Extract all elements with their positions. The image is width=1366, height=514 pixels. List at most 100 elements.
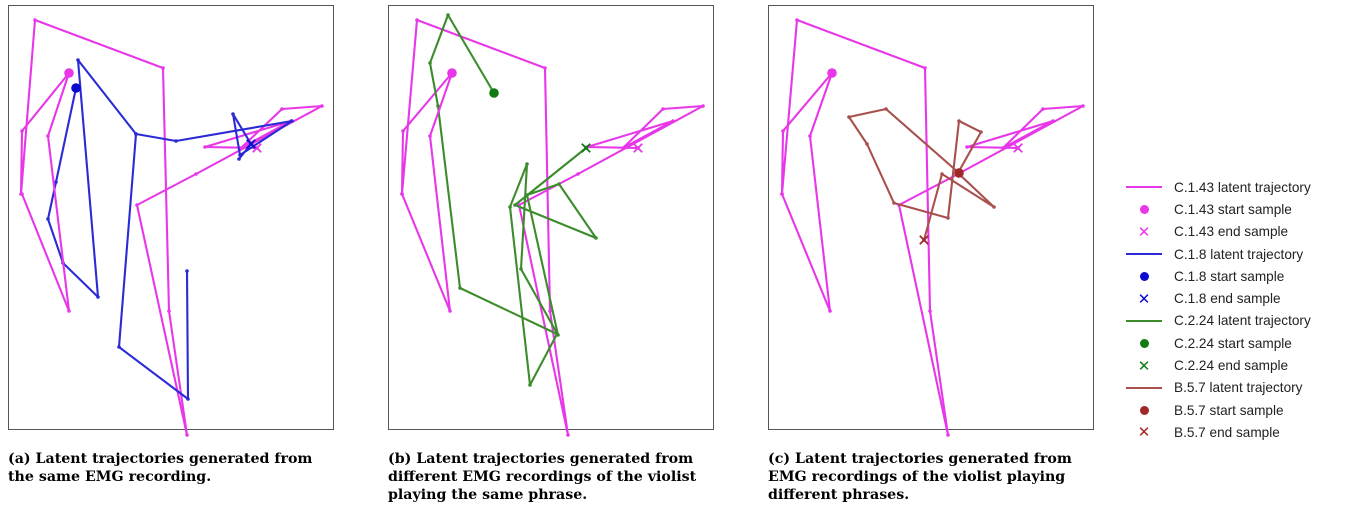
panel-b-plot bbox=[388, 5, 714, 437]
trajectory-C-1-43-point bbox=[548, 309, 552, 313]
legend-marker bbox=[1124, 269, 1164, 283]
trajectory-C-1-43-point bbox=[923, 66, 927, 70]
legend-marker: ✕ bbox=[1124, 423, 1164, 442]
legend-x-swatch: ✕ bbox=[1137, 356, 1151, 375]
trajectory-C-1-43-point bbox=[701, 104, 705, 108]
trajectory-C-1-43-line bbox=[401, 72, 453, 313]
legend-label: C.1.8 latent trajectory bbox=[1174, 246, 1304, 262]
legend-entry: B.5.7 latent trajectory bbox=[1124, 377, 1311, 399]
trajectory-C-1-43-point bbox=[828, 309, 832, 313]
trajectory-B-5-7-point bbox=[957, 119, 961, 123]
trajectory-C-2-24-point bbox=[525, 162, 529, 166]
trajectory-C-1-8-point bbox=[54, 180, 58, 184]
legend-marker: ✕ bbox=[1124, 224, 1164, 239]
legend-line-swatch bbox=[1126, 253, 1162, 256]
trajectory-C-2-24-point bbox=[556, 333, 560, 337]
trajectory-C-1-8-point bbox=[96, 295, 100, 299]
trajectory-C-1-43-point bbox=[320, 104, 324, 108]
trajectory-C-2-24-point bbox=[557, 182, 561, 186]
trajectory-C-2-24-point bbox=[519, 267, 523, 271]
trajectory-C-1-43-point bbox=[928, 309, 932, 313]
trajectory-C-1-43-point bbox=[161, 66, 165, 70]
trajectory-C-1-43-point bbox=[20, 129, 24, 133]
legend-entry: ✕ B.5.7 end sample bbox=[1124, 421, 1311, 443]
trajectory-C-1-43-point bbox=[830, 71, 834, 75]
trajectory-B-5-7-point bbox=[940, 172, 944, 176]
trajectory-C-1-8-point bbox=[186, 397, 190, 401]
trajectory-C-1-43-line bbox=[21, 72, 71, 313]
legend: C.1.43 latent trajectory C.1.43 start sam… bbox=[1124, 176, 1311, 444]
trajectory-C-1-43-point bbox=[781, 129, 785, 133]
end-sample-C-1-43 bbox=[633, 143, 643, 153]
trajectory-C-2-24-point bbox=[513, 203, 517, 207]
trajectory-C-1-43-line bbox=[781, 72, 833, 313]
trajectory-C-1-43-point bbox=[576, 172, 580, 176]
legend-label: C.1.43 end sample bbox=[1174, 224, 1289, 240]
start-sample-C-2-24 bbox=[489, 88, 499, 98]
legend-entry: C.1.8 start sample bbox=[1124, 265, 1311, 287]
trajectory-C-2-24-point bbox=[594, 236, 598, 240]
legend-entry: C.1.8 latent trajectory bbox=[1124, 243, 1311, 265]
trajectory-C-2-24-line bbox=[428, 13, 598, 387]
trajectory-C-1-43-point bbox=[415, 18, 419, 22]
trajectory-C-1-8-point bbox=[237, 157, 241, 161]
trajectory-C-1-8-point bbox=[46, 217, 50, 221]
legend-entry: C.2.24 latent trajectory bbox=[1124, 310, 1311, 332]
legend-line-swatch bbox=[1126, 186, 1162, 189]
trajectory-C-1-43-point bbox=[203, 145, 207, 149]
trajectory-C-1-43-point bbox=[1001, 146, 1005, 150]
legend-label: B.5.7 end sample bbox=[1174, 424, 1280, 440]
trajectory-C-1-43-point bbox=[965, 145, 969, 149]
trajectory-C-1-43-line bbox=[780, 18, 1085, 437]
legend-entry: B.5.7 start sample bbox=[1124, 399, 1311, 421]
end-sample-C-1-8 bbox=[246, 139, 256, 149]
panel-a-svg bbox=[19, 18, 324, 437]
trajectory-C-1-43-point bbox=[20, 192, 24, 196]
trajectory-C-1-43-point bbox=[46, 134, 50, 138]
legend-marker bbox=[1124, 336, 1164, 350]
trajectory-C-1-43-point bbox=[671, 119, 675, 123]
legend-entry: ✕ C.1.8 end sample bbox=[1124, 287, 1311, 309]
trajectory-C-1-43-point bbox=[67, 71, 71, 75]
trajectory-C-1-43-point bbox=[401, 129, 405, 133]
legend-marker: ✕ bbox=[1124, 356, 1164, 375]
trajectory-B-5-7-point bbox=[865, 142, 869, 146]
trajectory-C-1-8-point bbox=[231, 112, 235, 116]
trajectory-C-1-43-point bbox=[33, 18, 37, 22]
trajectory-C-1-8-point bbox=[174, 139, 178, 143]
legend-marker bbox=[1124, 381, 1164, 395]
legend-dot-swatch bbox=[1139, 204, 1149, 214]
caption-b: (b) Latent trajectories generated from d… bbox=[388, 451, 697, 503]
trajectory-C-1-43-point bbox=[808, 134, 812, 138]
legend-entry: C.1.43 start sample bbox=[1124, 198, 1311, 220]
legend-x-swatch: ✕ bbox=[1137, 423, 1151, 442]
trajectory-C-1-43-point bbox=[448, 309, 452, 313]
trajectory-C-2-24-point bbox=[436, 104, 440, 108]
legend-label: B.5.7 start sample bbox=[1174, 402, 1284, 418]
trajectory-B-5-7-line bbox=[847, 107, 996, 241]
panel-c-plot bbox=[768, 5, 1094, 437]
legend-label: C.2.24 start sample bbox=[1174, 335, 1292, 351]
panel-b-svg bbox=[400, 13, 705, 437]
legend-label: C.1.8 end sample bbox=[1174, 291, 1281, 307]
caption-a: (a) Latent trajectories generated from t… bbox=[8, 451, 313, 485]
legend-label: C.2.24 latent trajectory bbox=[1174, 313, 1311, 329]
trajectory-C-1-43-point bbox=[428, 134, 432, 138]
trajectory-C-2-24-point bbox=[428, 61, 432, 65]
legend-entry: C.1.43 latent trajectory bbox=[1124, 176, 1311, 198]
legend-marker: ✕ bbox=[1124, 289, 1164, 308]
trajectory-B-5-7-point bbox=[847, 115, 851, 119]
end-sample-B-5-7 bbox=[919, 235, 929, 245]
legend-marker bbox=[1124, 247, 1164, 261]
legend-marker bbox=[1124, 403, 1164, 417]
legend-x-swatch: ✕ bbox=[1137, 289, 1151, 308]
trajectory-C-2-24-point bbox=[458, 286, 462, 290]
legend-line-swatch bbox=[1126, 319, 1162, 322]
trajectory-B-5-7-point bbox=[992, 205, 996, 209]
trajectory-C-2-24-point bbox=[525, 193, 529, 197]
legend-label: C.1.43 latent trajectory bbox=[1174, 179, 1311, 195]
trajectory-B-5-7-point bbox=[884, 107, 888, 111]
legend-label: C.1.43 start sample bbox=[1174, 201, 1292, 217]
legend-line-swatch bbox=[1126, 386, 1162, 389]
trajectory-C-1-43-point bbox=[543, 66, 547, 70]
